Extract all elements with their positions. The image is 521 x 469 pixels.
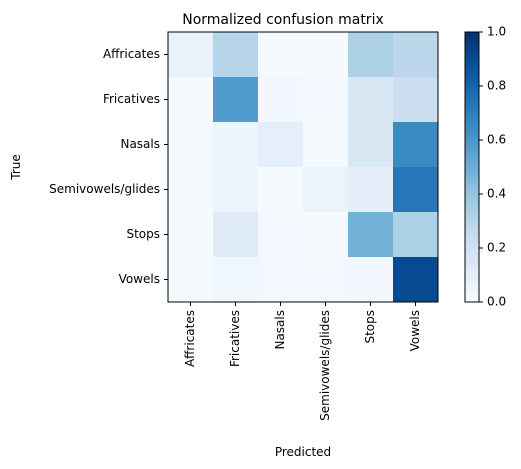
heatmap-cell (168, 257, 213, 302)
heatmap-cell (393, 212, 438, 257)
chart-title: Normalized confusion matrix (182, 12, 384, 28)
heatmap-cell (258, 32, 303, 77)
colorbar-tick-label: 0.6 (487, 133, 506, 147)
colorbar-tick-label: 0.0 (487, 295, 506, 309)
colorbar (464, 31, 480, 303)
y-axis-label: True (9, 154, 23, 181)
x-tick-label: Fricatives (228, 310, 242, 367)
heatmap-cell (348, 212, 393, 257)
heatmap-cell (303, 212, 348, 257)
heatmap-cell (303, 257, 348, 302)
heatmap-cell (168, 167, 213, 212)
heatmap-cell (213, 167, 258, 212)
heatmap-cell (168, 77, 213, 122)
colorbar-tick-label: 0.8 (487, 79, 506, 93)
heatmap-cell (348, 77, 393, 122)
heatmap-cell (303, 32, 348, 77)
heatmap-cell (168, 32, 213, 77)
heatmap-cell (168, 122, 213, 167)
heatmap-cell (393, 257, 438, 302)
heatmap-cell (258, 257, 303, 302)
heatmap-cell (258, 212, 303, 257)
heatmap-cell (393, 32, 438, 77)
heatmap-cell (213, 122, 258, 167)
heatmap-cell (348, 167, 393, 212)
heatmap-cells (168, 32, 438, 302)
heatmap-cell (303, 77, 348, 122)
heatmap-cell (258, 77, 303, 122)
heatmap-cell (393, 122, 438, 167)
heatmap-cell (213, 212, 258, 257)
heatmap-cell (348, 122, 393, 167)
heatmap-cell (213, 257, 258, 302)
x-axis-label: Predicted (275, 445, 331, 459)
plot-frame (167, 31, 439, 303)
heatmap-cell (213, 32, 258, 77)
heatmap-cell (348, 257, 393, 302)
x-tick-label: Nasals (273, 310, 287, 350)
x-tick-label: Vowels (408, 310, 422, 351)
y-tick-label: Stops (126, 227, 160, 241)
x-tick-label: Semivowels/glides (318, 310, 332, 421)
heatmap-cell (393, 167, 438, 212)
y-tick-label: Nasals (120, 137, 160, 151)
y-tick-label: Fricatives (103, 92, 160, 106)
y-tick-label: Affricates (103, 47, 160, 61)
heatmap-cell (258, 167, 303, 212)
heatmap-cell (393, 77, 438, 122)
x-tick-label: Stops (363, 310, 377, 344)
colorbar-ticks: 0.0 0.2 0.4 0.6 0.8 1.0 (479, 25, 506, 309)
heatmap-cell (213, 77, 258, 122)
colorbar-tick-label: 0.2 (487, 241, 506, 255)
y-tick-label: Semivowels/glides (49, 182, 160, 196)
colorbar-tick-label: 0.4 (487, 187, 506, 201)
heatmap-cell (258, 122, 303, 167)
colorbar-tick-label: 1.0 (487, 25, 506, 39)
axis-ticks: Affricates Fricatives Nasals Semivowels/gli… (49, 47, 422, 421)
heatmap-cell (303, 167, 348, 212)
heatmap-cell (348, 32, 393, 77)
x-tick-label: Affricates (183, 310, 197, 367)
heatmap-cell (303, 122, 348, 167)
heatmap-cell (168, 212, 213, 257)
y-tick-label: Vowels (119, 272, 160, 286)
